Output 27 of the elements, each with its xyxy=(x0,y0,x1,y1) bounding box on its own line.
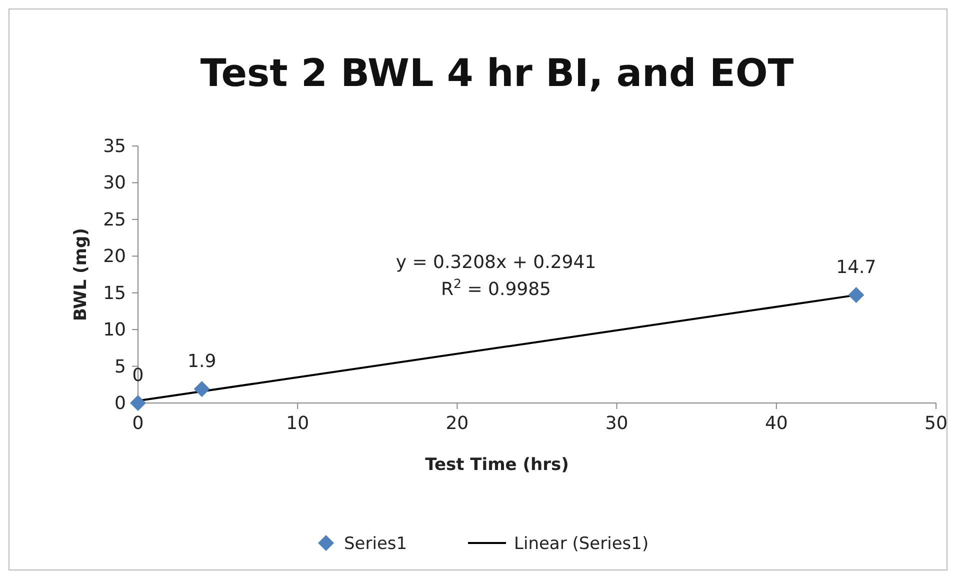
y-axis-title: BWL (mg) xyxy=(71,228,91,321)
x-axis-title: Test Time (hrs) xyxy=(425,455,569,475)
point xyxy=(848,287,864,304)
x-tick-label: 0 xyxy=(132,413,144,434)
point xyxy=(130,395,146,411)
annotation: R$^{2}$ = 0.9985 xyxy=(440,276,552,300)
x-tick-label: 30 xyxy=(605,413,628,434)
y-tick-label: 30 xyxy=(103,172,126,194)
x-tick-label: 20 xyxy=(446,413,469,434)
legend-label: Series1 xyxy=(344,534,408,554)
annotation: y = 0.3208x + 0.2941 xyxy=(396,252,596,273)
x-tick-label: 40 xyxy=(764,413,788,434)
y-tick-label: 25 xyxy=(103,209,126,230)
legend-label: Linear (Series1) xyxy=(514,534,649,554)
point xyxy=(194,381,210,398)
data-label: 1.9 xyxy=(188,351,216,372)
x-tick-label: 10 xyxy=(286,413,310,434)
data-label: 14.7 xyxy=(836,257,876,278)
data-label: 0 xyxy=(132,365,144,386)
y-tick-label: 0 xyxy=(114,393,126,414)
x-tick-label: 50 xyxy=(924,413,948,434)
y-tick-label: 15 xyxy=(103,282,126,304)
chart-title: Test 2 BWL 4 hr BI, and EOT xyxy=(200,51,794,95)
y-tick-label: 10 xyxy=(103,320,126,341)
y-tick-label: 5 xyxy=(114,356,126,378)
y-tick-label: 20 xyxy=(103,246,126,268)
y-tick-label: 35 xyxy=(103,136,126,157)
